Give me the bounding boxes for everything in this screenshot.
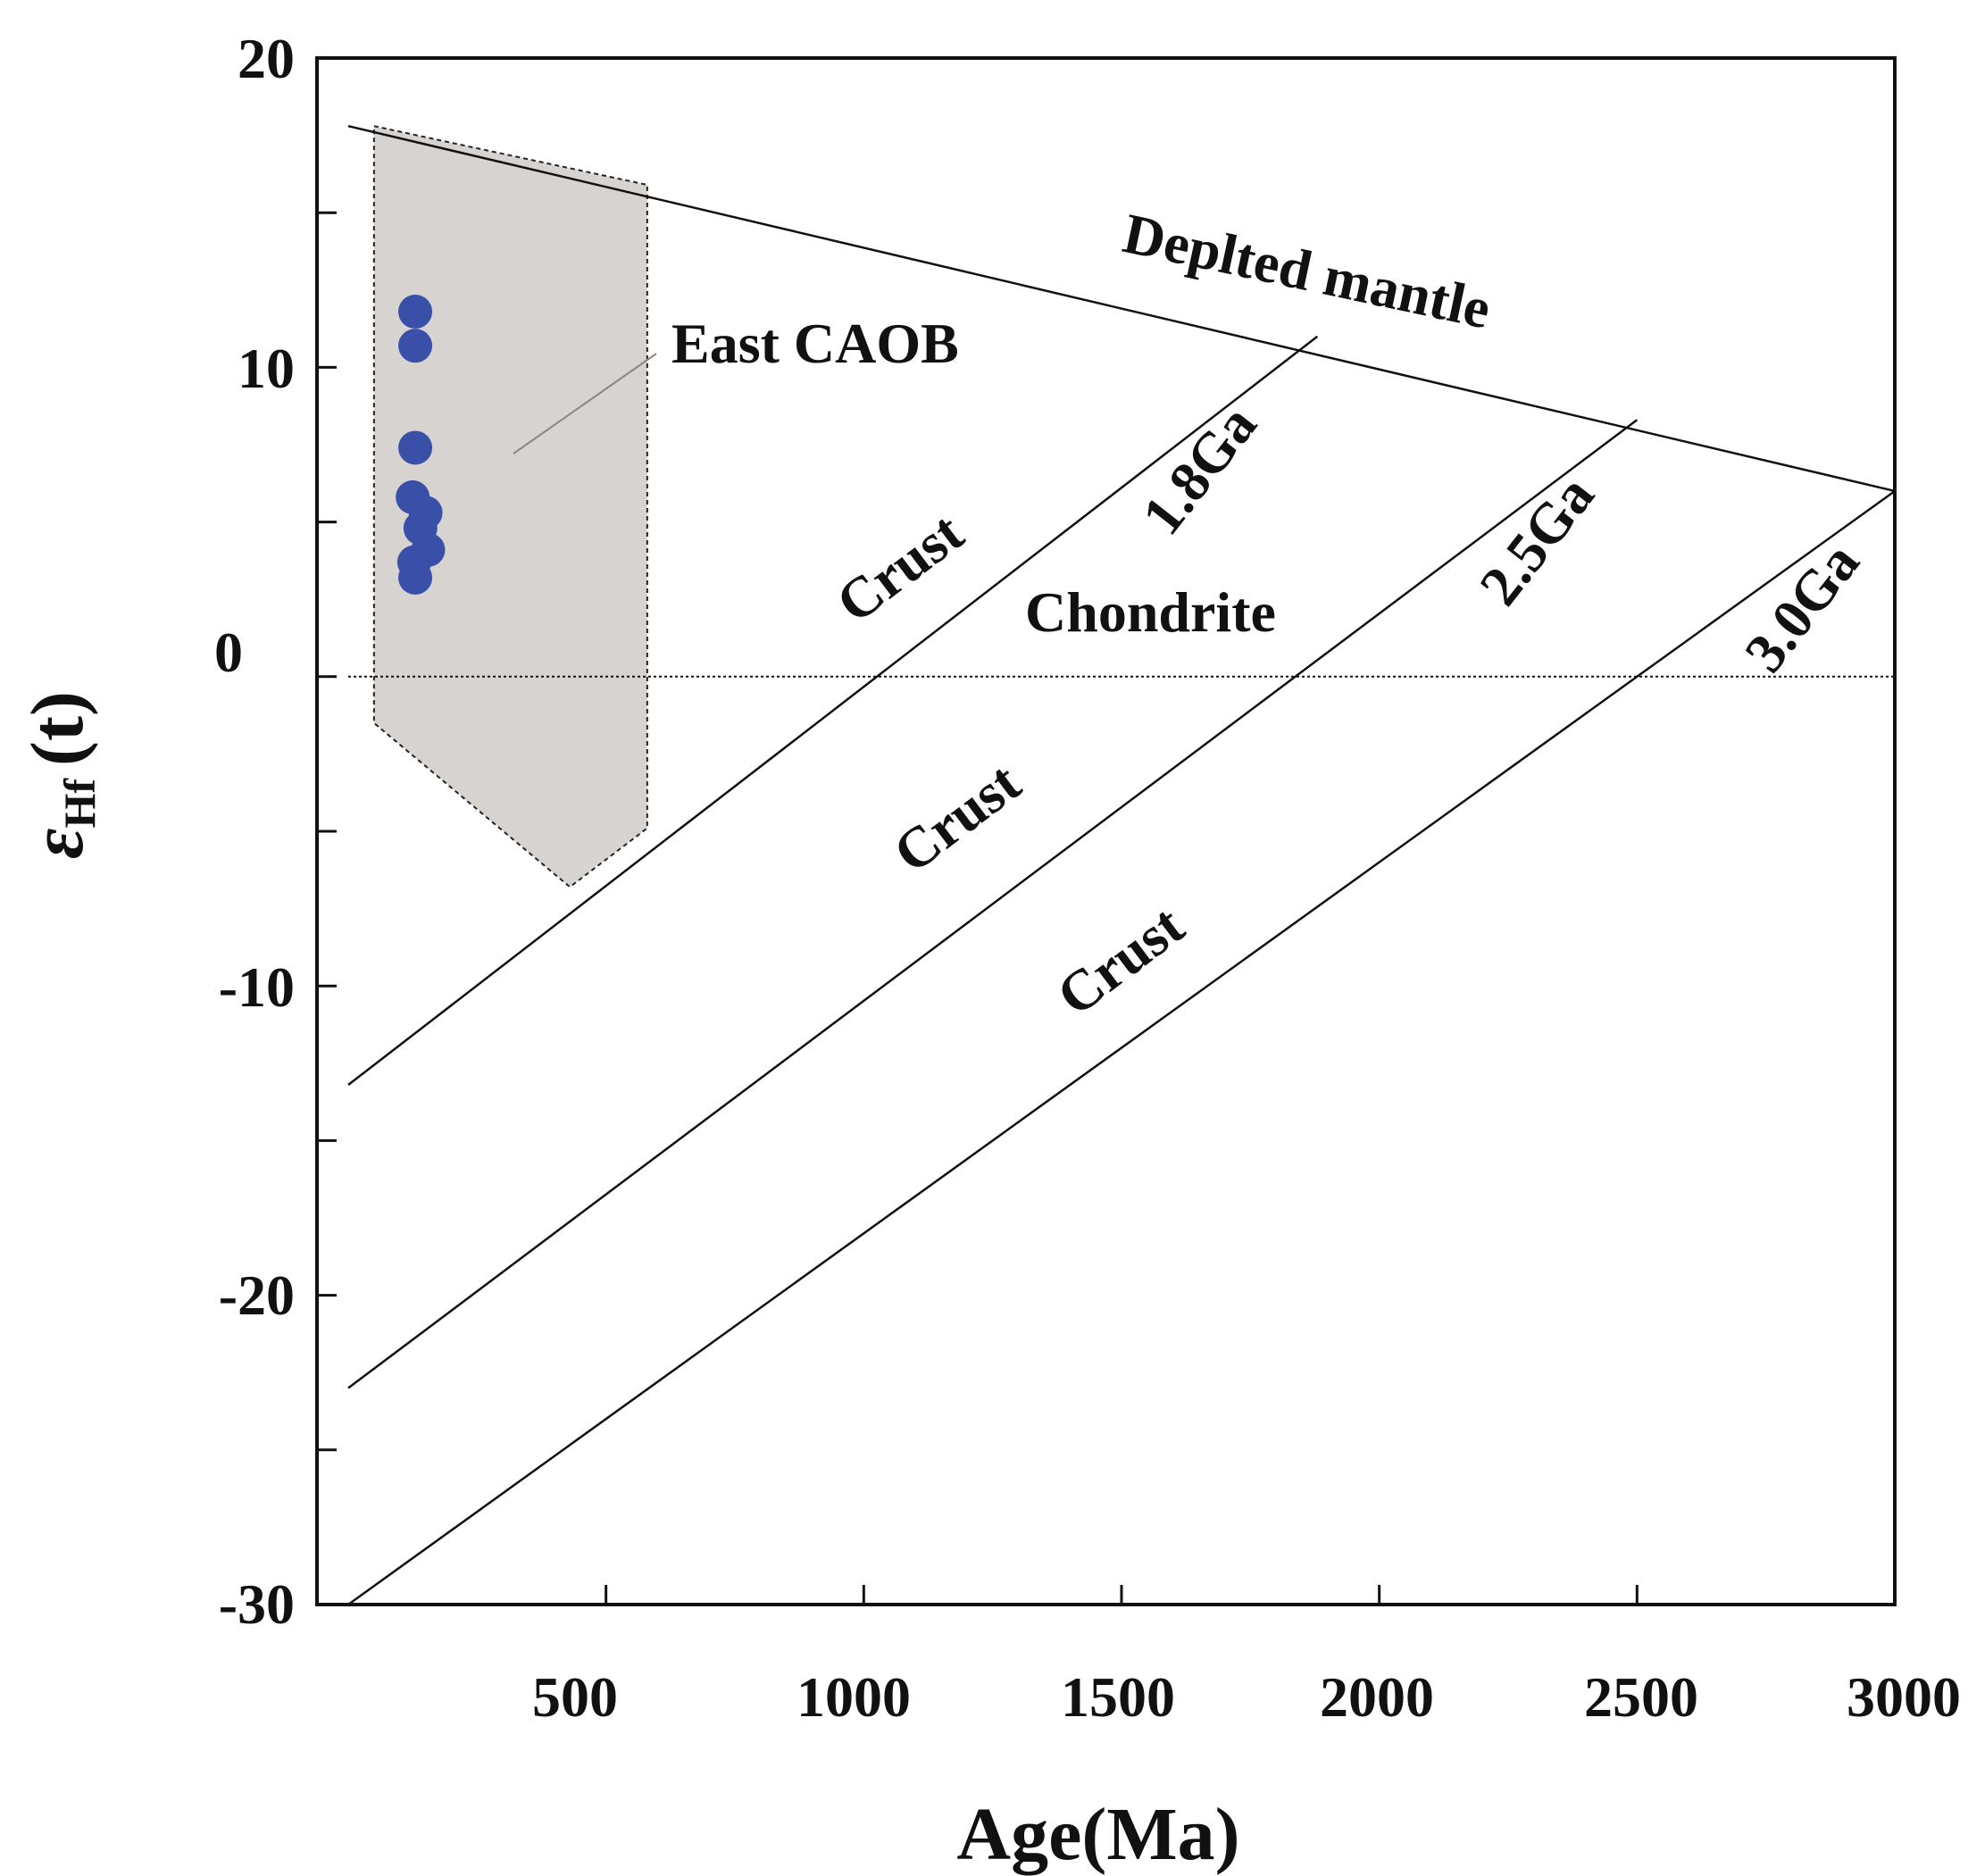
label-crust-1: Crust	[825, 500, 975, 635]
data-point-1	[398, 295, 433, 329]
label-depleted-mantle: Deplted mantle	[1118, 201, 1496, 340]
line-crust-3.0Ga	[347, 489, 1896, 1606]
y-axis-suffix: (t)	[16, 691, 99, 766]
data-points	[396, 295, 446, 595]
label-1-8ga: 1.8Ga	[1130, 393, 1269, 546]
y-tick-label-0: 0	[214, 621, 243, 684]
x-axis-title: Age(Ma)	[956, 1793, 1239, 1876]
line-depleted-mantle	[347, 124, 1896, 493]
label-2-5ga: 2.5Ga	[1467, 463, 1606, 616]
line-crust-1.8Ga	[347, 335, 1319, 1087]
label-3-0ga: 3.0Ga	[1732, 530, 1872, 683]
x-tick-label-1000: 1000	[796, 1665, 911, 1729]
y-axis-title: εHf (t)	[16, 691, 104, 859]
data-point-2	[398, 329, 433, 363]
label-chondrite: Chondrite	[1025, 580, 1276, 644]
data-point-9	[398, 560, 433, 595]
y-tick-label-minus-30: -30	[219, 1572, 295, 1636]
y-tick-label-minus-10: -10	[219, 955, 295, 1019]
y-tick-label-minus-20: -20	[219, 1263, 295, 1327]
data-point-3	[398, 430, 433, 465]
label-east-caob: East CAOB	[671, 312, 959, 375]
x-tick-label-2000: 2000	[1320, 1665, 1434, 1729]
east-caob-field	[372, 124, 648, 888]
line-crust-2.5Ga	[347, 419, 1639, 1389]
x-tick-label-3000: 3000	[1847, 1665, 1961, 1729]
reference-lines	[347, 124, 1896, 1606]
axis-ticks	[317, 56, 1897, 1606]
label-crust-2: Crust	[882, 750, 1032, 885]
y-tick-label-10: 10	[238, 337, 295, 400]
y-axis-epsilon: ε	[16, 829, 99, 859]
x-tick-label-2500: 2500	[1584, 1665, 1698, 1729]
y-axis-subscript: Hf	[54, 778, 104, 829]
x-tick-label-1500: 1500	[1061, 1665, 1175, 1729]
east-caob-leader-line	[513, 353, 657, 454]
label-crust-3: Crust	[1046, 893, 1196, 1028]
x-tick-label-500: 500	[532, 1665, 618, 1729]
y-tick-label-20: 20	[238, 27, 295, 90]
